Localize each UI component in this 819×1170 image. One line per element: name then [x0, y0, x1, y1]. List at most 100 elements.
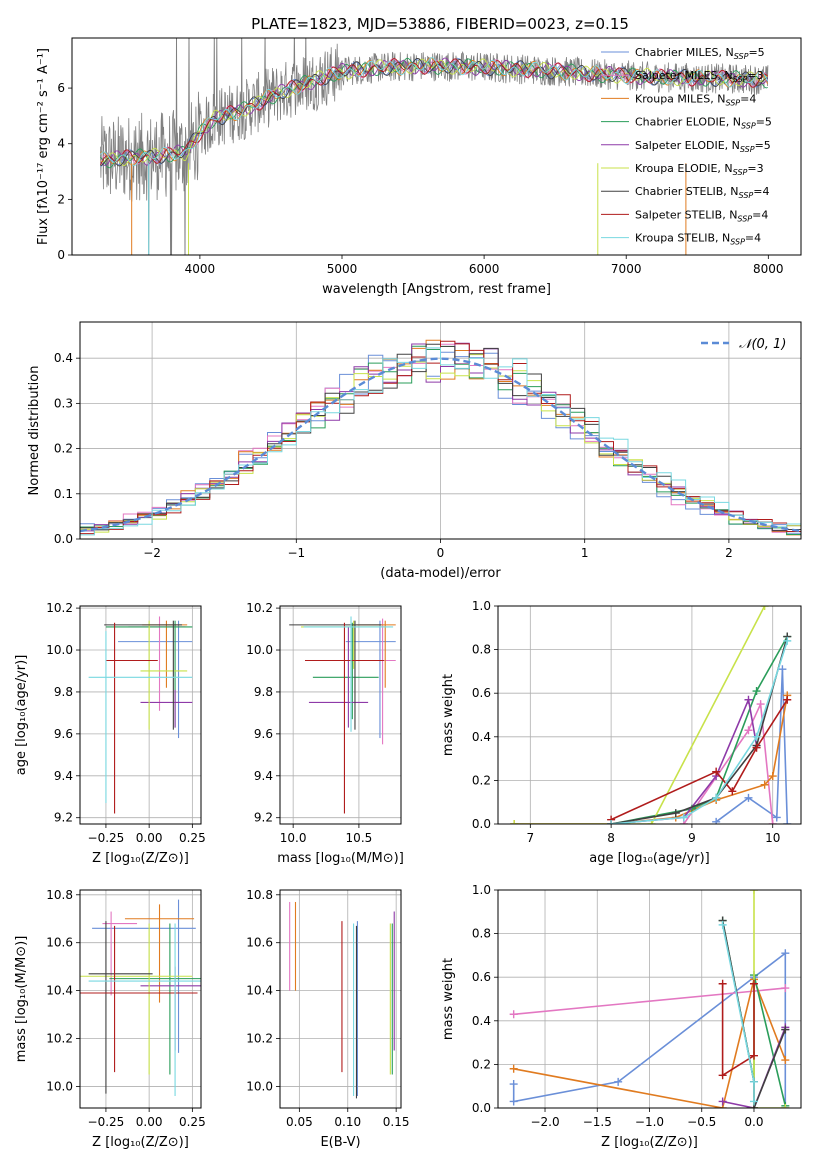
x-tick-label: 5000	[327, 262, 358, 276]
x-tick-label: −2.0	[530, 1115, 559, 1129]
weight-series-5	[514, 606, 766, 824]
errorbar-point	[312, 622, 379, 720]
errorbar-point	[289, 620, 382, 730]
x-tick-label: 10	[765, 831, 780, 845]
axes-frame	[279, 605, 402, 825]
y-tick-label: 10.0	[46, 1079, 73, 1093]
x-axis-label: Z [log₁₀(Z/Z⊙)]	[92, 1135, 189, 1150]
y-tick-label: 10.8	[246, 888, 273, 902]
errorbar-point	[88, 923, 201, 1097]
model-spectrum-5	[100, 58, 769, 166]
weight-marker	[781, 949, 790, 958]
y-tick-label: 9.2	[54, 811, 73, 825]
weight-marker	[783, 636, 792, 645]
weight-marker	[749, 979, 758, 988]
axes-frame	[497, 605, 802, 825]
spectrum-panel: 4000 5000 6000 7000 8000 0 2 4 6 wavelength [Angs…	[36, 37, 802, 297]
x-axis-label: mass [log₁₀(M/M⊙)]	[277, 851, 404, 866]
weight-marker	[647, 820, 656, 824]
y-tick-label: 9.4	[254, 769, 273, 783]
x-tick-label: 0.25	[179, 831, 206, 845]
y-tick-label: 9.6	[54, 727, 73, 741]
weight-marker	[760, 780, 769, 789]
x-tick-label: 10.5	[346, 831, 373, 845]
errorbar-point	[80, 923, 193, 1075]
axes-frame	[79, 605, 202, 825]
y-tick-label: 10.6	[46, 936, 73, 950]
weight-series-1	[513, 987, 786, 1016]
weight-marker	[712, 767, 721, 776]
weight-marker	[760, 606, 769, 610]
y-tick-label: 0.1	[54, 487, 73, 501]
x-tick-label: −1.0	[635, 1115, 664, 1129]
y-tick-label: 4	[57, 137, 65, 151]
histogram-8	[80, 347, 801, 539]
y-tick-label: 9.8	[54, 685, 73, 699]
errorbar-point	[104, 620, 182, 730]
legend-entry: Kroupa STELIB, NSSP=4	[635, 232, 761, 247]
weight-marker	[756, 700, 765, 709]
legend-entry: Salpeter STELIB, NSSP=4	[635, 208, 768, 223]
x-tick-label: 0.10	[334, 1115, 361, 1129]
y-tick-label: 9.8	[254, 685, 273, 699]
y-tick-label: 1.0	[472, 599, 491, 613]
x-axis-label: Z [log₁₀(Z/Z⊙)]	[92, 851, 189, 866]
age-vs-metallicity-panel: −0.25 0.00 0.25 9.2 9.4 9.6 9.8 10.0 10.2 Z [log₁…	[14, 601, 206, 866]
weight-marker	[752, 732, 761, 741]
errorbar-point	[88, 921, 153, 1094]
y-tick-label: 10.0	[246, 1079, 273, 1093]
weight-marker	[718, 979, 727, 988]
weight-marker	[679, 813, 688, 822]
weight-marker	[781, 1056, 790, 1065]
y-tick-label: 10.0	[46, 643, 73, 657]
legend-entry: 𝒩(0, 1)	[739, 337, 786, 352]
weight-marker	[712, 817, 721, 824]
y-tick-label: 0.0	[472, 1101, 491, 1115]
y-tick-label: 0.2	[472, 1057, 491, 1071]
observed-spectrum	[100, 38, 769, 255]
x-axis-label: wavelength [Angstrom, rest frame]	[322, 282, 551, 297]
model-spectrum-4	[100, 57, 769, 166]
y-tick-label: 0.2	[472, 773, 491, 787]
x-tick-label: 0.25	[179, 1115, 206, 1129]
x-tick-label: −2	[143, 546, 161, 560]
weight-marker	[781, 1104, 790, 1108]
axes-frame	[279, 889, 402, 1109]
x-tick-label: 6000	[469, 262, 500, 276]
model-spectrum-6	[100, 57, 768, 167]
plot-area	[289, 616, 396, 814]
legend-entry: Chabrier STELIB, NSSP=4	[635, 185, 769, 200]
x-tick-label: 10.0	[280, 831, 307, 845]
weight-marker	[749, 1097, 758, 1106]
x-axis-label: age [log₁₀(age/yr)]	[589, 851, 710, 866]
mass-vs-extinction-panel: 0.05 0.10 0.15 10.0 10.2 10.4 10.6 10.8 E(B-V)	[246, 888, 409, 1150]
x-tick-label: −0.5	[687, 1115, 716, 1129]
weight-marker	[783, 820, 792, 824]
x-tick-label: 0.00	[136, 1115, 163, 1129]
legend-entry: Chabrier MILES, NSSP=5	[635, 46, 765, 61]
y-tick-label: 10.6	[246, 936, 273, 950]
weight-marker	[749, 1077, 758, 1086]
weight-series-7	[721, 983, 755, 1077]
spectrum-legend: Chabrier MILES, NSSP=5 Salpeter MILES, NS…	[601, 46, 772, 247]
weight-marker	[718, 920, 727, 929]
weight-series-2	[513, 976, 787, 1108]
weight-marker	[509, 1010, 518, 1019]
x-axis-label: (data-model)/error	[380, 566, 501, 581]
y-tick-label: 0	[57, 248, 65, 262]
y-tick-label: 0.6	[472, 970, 491, 984]
y-tick-label: 0.2	[54, 442, 73, 456]
x-tick-label: 7000	[611, 262, 642, 276]
x-tick-label: −0.25	[88, 1115, 125, 1129]
y-tick-label: 10.2	[46, 601, 73, 615]
y-tick-label: 10.2	[246, 1032, 273, 1046]
weight-marker	[768, 820, 777, 824]
weight-marker	[671, 809, 680, 818]
weight-marker	[614, 1077, 623, 1086]
x-tick-label: −1	[287, 546, 305, 560]
x-tick-label: 2	[725, 546, 733, 560]
x-tick-label: 1	[581, 546, 589, 560]
weight-marker	[781, 984, 790, 993]
mass-vs-metallicity-panel: −0.25 0.00 0.25 10.0 10.2 10.4 10.6 10.8 Z [log₁…	[14, 888, 206, 1150]
grid-lines	[280, 606, 401, 824]
